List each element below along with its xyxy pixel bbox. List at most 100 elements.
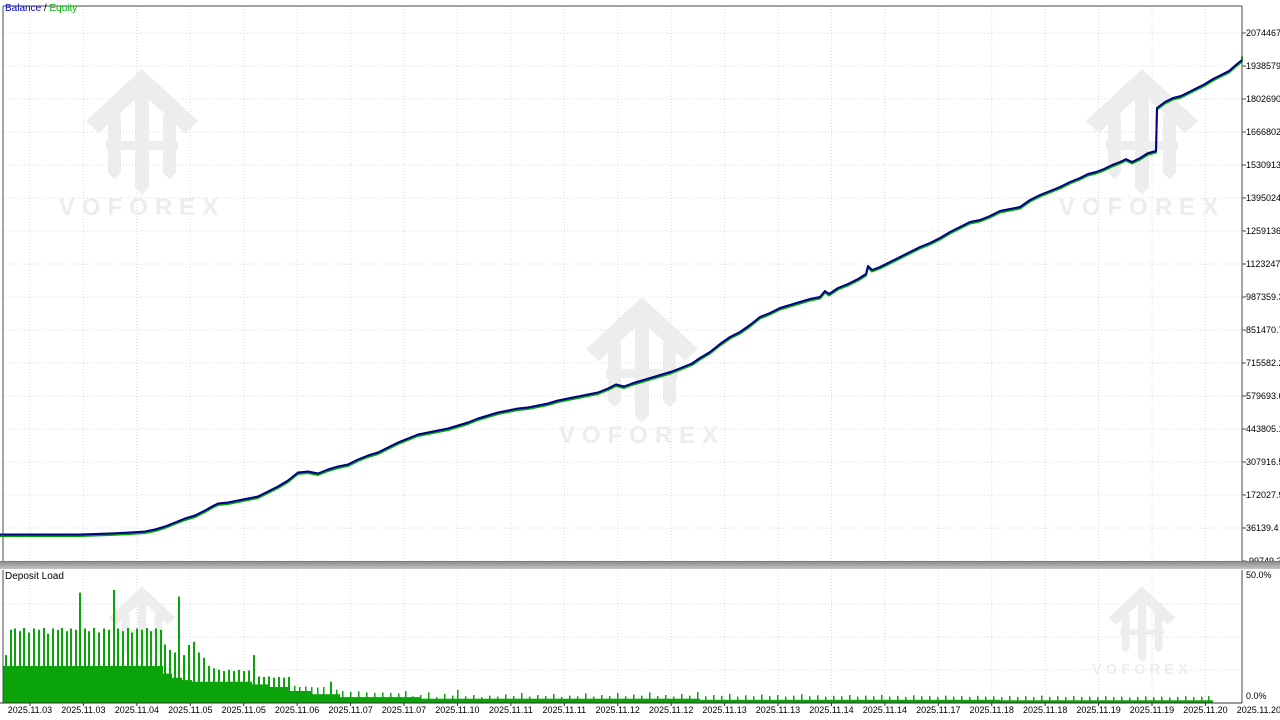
equity-line: [0, 56, 1243, 537]
deposit-load-bar: [113, 590, 115, 703]
deposit-load-bar: [1001, 697, 1003, 703]
deposit-load-bar: [193, 641, 195, 703]
deposit-load-bar: [545, 696, 547, 703]
x-axis-date-label: 2025.11.05: [168, 705, 213, 715]
deposit-load-bar: [366, 692, 368, 703]
deposit-load-bar: [1041, 695, 1043, 703]
x-axis-date-label: 2025.11.20: [1236, 705, 1280, 715]
y-axis-label: 443805.1: [1246, 424, 1280, 434]
deposit-load-bar: [330, 681, 332, 703]
svg-text:VOFOREX: VOFOREX: [1092, 662, 1192, 678]
deposit-load-bar: [311, 687, 313, 703]
x-axis-date-label: 2025.11.12: [595, 705, 640, 715]
deposit-load-bar: [633, 694, 635, 703]
deposit-load-bar: [155, 628, 157, 703]
deposit-load-bar: [985, 696, 987, 703]
y-axis-label: 36139.4: [1246, 523, 1279, 533]
deposit-load-bar: [390, 692, 392, 703]
deposit-load-bar: [769, 696, 771, 703]
deposit-load-bar: [745, 695, 747, 703]
deposit-load-bar: [969, 696, 971, 703]
deposit-load-bar: [160, 629, 162, 703]
deposit-load-bar: [753, 696, 755, 703]
deposit-load-bar: [253, 655, 255, 703]
deposit-load-bar: [609, 696, 611, 703]
deposit-load-bar: [529, 696, 531, 703]
svg-text:VOFOREX: VOFOREX: [559, 422, 725, 449]
panel-divider[interactable]: [0, 561, 1280, 569]
deposit-load-bar: [398, 693, 400, 703]
deposit-load-bar: [323, 687, 325, 703]
deposit-load-bar: [897, 695, 899, 703]
x-axis-date-label: 2025.11.11: [542, 705, 587, 715]
deposit-load-bar: [521, 692, 523, 703]
deposit-load-bar: [436, 697, 438, 703]
deposit-load-bar: [921, 696, 923, 703]
x-axis-date-label: 2025.11.11: [489, 705, 533, 715]
x-axis-date-label: 2025.11.20: [1183, 705, 1228, 715]
deposit-load-bar: [825, 696, 827, 703]
deposit-load-bar: [641, 695, 643, 703]
deposit-load-bar: [665, 695, 667, 703]
deposit-load-bar: [673, 696, 675, 703]
deposit-load-bar: [1017, 696, 1019, 703]
deposit-load-bar: [66, 631, 68, 703]
deposit-load-bar: [228, 669, 230, 704]
deposit-load-base: [290, 691, 312, 703]
deposit-load-bar: [497, 696, 499, 703]
deposit-load-bar: [70, 628, 72, 703]
deposit-load-bar: [208, 665, 210, 703]
deposit-load-bar: [561, 696, 563, 703]
y-axis-label: 307916.5: [1246, 457, 1280, 467]
x-axis-date-label: 2025.11.06: [274, 705, 320, 715]
y-axis-label: 172027.9: [1246, 490, 1280, 500]
deposit-load-bar: [817, 695, 819, 703]
deposit-load-bar: [881, 694, 883, 703]
deposit-load-bar: [317, 687, 319, 703]
deposit-load-bar: [905, 696, 907, 703]
x-axis-date-label: 2025.11.05: [221, 705, 266, 715]
deposit-load-bar: [43, 628, 45, 703]
deposit-load-bar: [1105, 696, 1107, 703]
deposit-load-bar: [213, 668, 215, 703]
x-axis-date-label: 2025.11.14: [862, 705, 908, 715]
deposit-load-bar: [52, 628, 54, 703]
legend-balance: Balance: [5, 3, 42, 14]
y-axis-label: 1530913: [1246, 160, 1280, 170]
deposit-load-bar: [1145, 696, 1147, 703]
deposit-load-bar: [537, 695, 539, 703]
y-axis-label: 2074467: [1246, 28, 1280, 38]
deposit-load-bar: [953, 696, 955, 703]
deposit-load-bar: [721, 695, 723, 703]
deposit-load-bar: [1201, 696, 1203, 703]
deposit-load-bar: [358, 691, 360, 703]
deposit-load-bar: [697, 691, 699, 703]
deposit-load-bar: [218, 669, 220, 704]
x-axis-date-label: 2025.11.18: [969, 705, 1014, 715]
deposit-load-bar: [233, 671, 235, 703]
x-axis-date-label: 2025.11.18: [1022, 705, 1068, 715]
deposit-load-bar: [489, 695, 491, 703]
deposit-load-bar: [223, 671, 225, 703]
deposit-load-bar: [689, 695, 691, 703]
deposit-load-base: [182, 680, 192, 703]
deposit-load-bar: [278, 676, 280, 703]
voforex-watermark: VOFOREX: [559, 297, 725, 449]
deposit-load-bar: [649, 692, 651, 703]
deposit-load-bar: [593, 696, 595, 703]
deposit-load-bar: [737, 696, 739, 703]
deposit-load-bar: [481, 697, 483, 703]
deposit-load-bar: [203, 657, 205, 703]
deposit-load-bar: [238, 669, 240, 704]
deposit-load-chart: VOFOREX VOFOREX: [0, 570, 1243, 706]
deposit-load-bar: [428, 692, 430, 703]
deposit-load-bar: [136, 628, 138, 703]
x-axis-date-label: 2025.11.07: [381, 705, 427, 715]
deposit-load-bar: [183, 655, 185, 703]
deposit-load-bar: [146, 628, 148, 703]
deposit-load-bar: [1049, 696, 1051, 703]
x-axis-date-label: 2025.11.07: [328, 705, 373, 715]
y-axis-label: 715582.2: [1246, 358, 1280, 368]
deposit-load-bar: [28, 632, 30, 703]
